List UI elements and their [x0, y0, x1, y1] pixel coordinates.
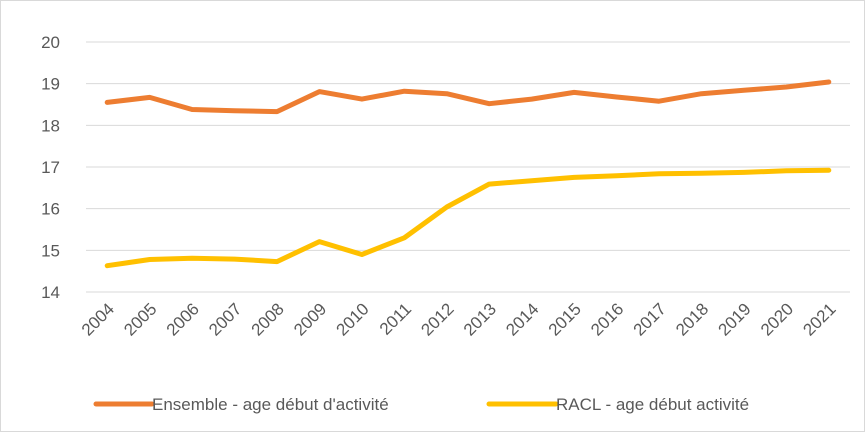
x-tick-label: 2008 [248, 299, 288, 339]
x-tick-label: 2012 [417, 299, 457, 339]
gridlines [86, 41, 850, 293]
x-axis-tick-labels: 2004 2005 2006 2007 2008 2009 2010 2011 2012 2013… [78, 299, 840, 339]
y-tick-label: 15 [41, 241, 60, 260]
y-tick-label: 16 [41, 200, 60, 219]
y-axis-tick-labels: 14 15 16 17 18 19 20 [41, 33, 60, 302]
y-tick-label: 20 [41, 33, 60, 52]
y-tick-label: 17 [41, 158, 60, 177]
x-tick-label: 2010 [333, 299, 373, 339]
x-tick-label: 2019 [715, 299, 755, 339]
x-tick-label: 2013 [460, 299, 500, 339]
x-tick-label: 2011 [376, 299, 415, 338]
x-tick-label: 2020 [757, 299, 797, 339]
x-tick-label: 2006 [163, 299, 203, 339]
x-tick-label: 2004 [78, 299, 118, 339]
y-tick-label: 19 [41, 75, 60, 94]
x-tick-label: 2018 [672, 299, 712, 339]
y-tick-label: 18 [41, 116, 60, 135]
x-tick-label: 2017 [630, 299, 670, 339]
x-tick-label: 2009 [290, 299, 330, 339]
y-tick-label: 14 [41, 283, 60, 302]
legend: Ensemble - age début d'activité RACL - ag… [93, 395, 749, 414]
x-tick-label: 2005 [120, 299, 160, 339]
legend-label-0: Ensemble - age début d'activité [152, 395, 389, 414]
x-tick-label: 2007 [205, 299, 245, 339]
series-line-1 [104, 167, 832, 269]
series-lines [104, 79, 832, 269]
series-line-0 [104, 79, 832, 115]
x-tick-label: 2016 [587, 299, 627, 339]
x-tick-label: 2014 [502, 299, 542, 339]
x-tick-label: 2015 [545, 299, 585, 339]
x-tick-label: 2021 [799, 299, 839, 339]
legend-label-1: RACL - age début activité [556, 395, 749, 414]
